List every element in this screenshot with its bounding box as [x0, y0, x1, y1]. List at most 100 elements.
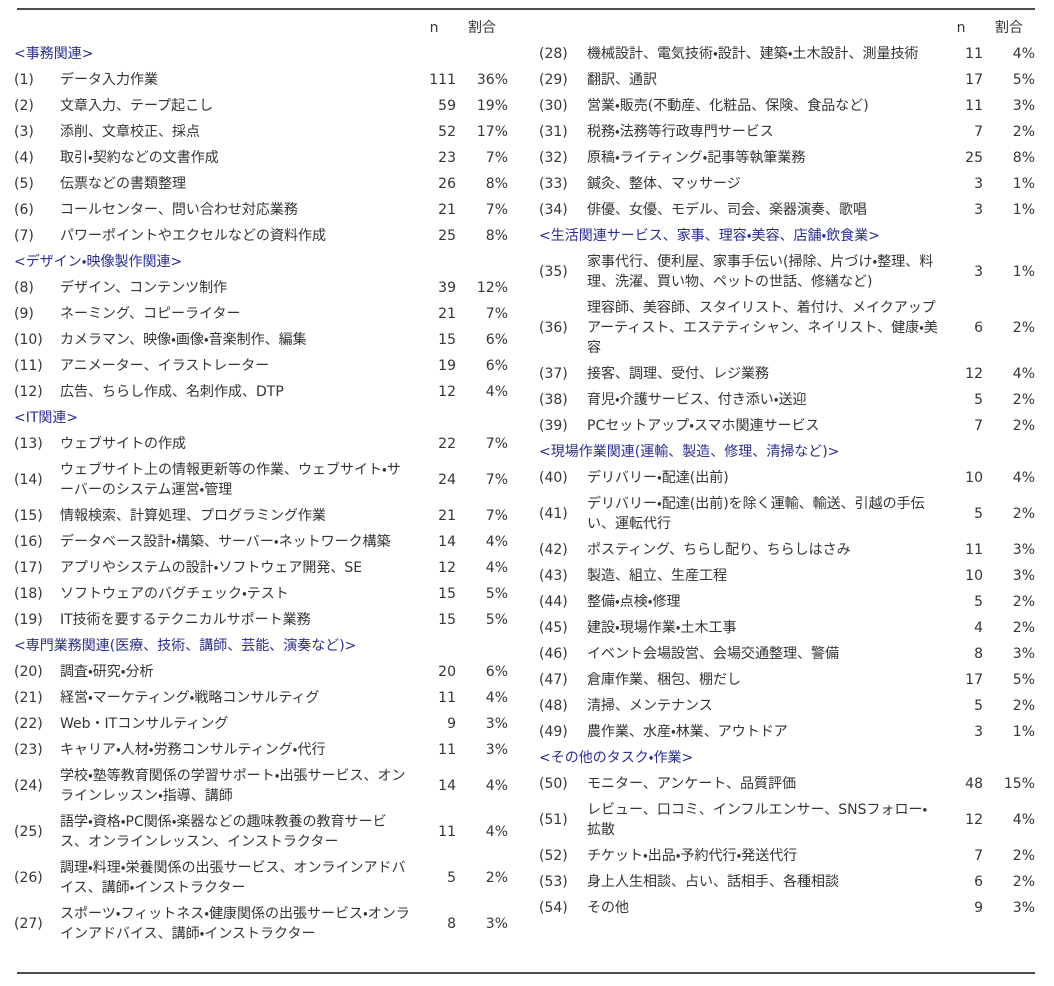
- table-row: (53) 身上人生相談、占い、話相手、各種相談 6 2%: [539, 869, 1037, 895]
- item-label: デリバリー・配達(出前): [587, 470, 729, 486]
- item-number: (9): [14, 306, 34, 322]
- item-label: キャリア・人材・労務コンサルティング・代行: [60, 742, 326, 758]
- item-n-value: 17: [965, 72, 983, 88]
- table-row: (30) 営業・販売(不動産、化粧品、保険、食品など) 11 3%: [539, 93, 1037, 119]
- item-ratio-value: 3%: [1012, 568, 1035, 584]
- item-label: 営業・販売(不動産、化粧品、保険、食品など): [587, 98, 869, 114]
- table-row: (40) デリバリー・配達(出前) 10 4%: [539, 465, 1037, 491]
- table-row: (23) キャリア・人材・労務コンサルティング・代行 11 3%: [14, 737, 512, 763]
- item-n-value: 6: [974, 320, 983, 336]
- item-ratio-value: 7%: [485, 472, 508, 488]
- table-row: (14) ウェブサイト上の情報更新等の作業、ウェブサイト・サーバーのシステム運営・…: [14, 457, 512, 503]
- table-row: (34) 俳優、女優、モデル、司会、楽器演奏、歌唱 3 1%: [539, 197, 1037, 223]
- item-number: (37): [539, 366, 568, 382]
- section-heading: <デザイン・映像製作関連>: [14, 254, 183, 270]
- item-label: レビュー、口コミ、インフルエンサー、SNSフォロー・拡散: [587, 802, 928, 838]
- item-ratio-value: 7%: [485, 508, 508, 524]
- item-ratio-value: 4%: [1012, 366, 1035, 382]
- item-number: (31): [539, 124, 568, 140]
- item-label: 鍼灸、整体、マッサージ: [587, 176, 741, 192]
- table-row: (5) 伝票などの書類整理 26 8%: [14, 171, 512, 197]
- item-label: 整備・点検・修理: [587, 594, 681, 610]
- item-n-value: 10: [965, 568, 983, 584]
- section-heading: <その他のタスク・作業>: [539, 750, 694, 766]
- table-row: (45) 建設・現場作業・土木工事 4 2%: [539, 615, 1037, 641]
- item-n-value: 10: [965, 470, 983, 486]
- item-number: (4): [14, 150, 34, 166]
- item-label: 税務・法務等行政専門サービス: [587, 124, 774, 140]
- item-label: 情報検索、計算処理、プログラミング作業: [60, 508, 326, 524]
- table-row: (13) ウェブサイトの作成 22 7%: [14, 431, 512, 457]
- item-n-value: 3: [974, 724, 983, 740]
- item-ratio-value: 15%: [1003, 776, 1035, 792]
- item-ratio-value: 12%: [476, 280, 508, 296]
- table-row: (36) 理容師、美容師、スタイリスト、着付け、メイクアップアーティスト、エステテ…: [539, 295, 1037, 361]
- item-ratio-value: 2%: [1012, 594, 1035, 610]
- item-label: 製造、組立、生産工程: [587, 568, 727, 584]
- item-n-value: 21: [438, 508, 456, 524]
- item-ratio-value: 8%: [485, 176, 508, 192]
- item-number: (48): [539, 698, 568, 714]
- table-row: (37) 接客、調理、受付、レジ業務 12 4%: [539, 361, 1037, 387]
- item-label: 広告、ちらし作成、名刺作成、DTP: [60, 384, 284, 400]
- item-ratio-value: 6%: [485, 332, 508, 348]
- item-label: デザイン、コンテンツ制作: [60, 280, 228, 296]
- item-number: (52): [539, 848, 568, 864]
- item-n-value: 5: [974, 594, 983, 610]
- item-number: (51): [539, 812, 568, 828]
- table-row: (18) ソフトウェアのバグチェック・テスト 15 5%: [14, 581, 512, 607]
- item-number: (45): [539, 620, 568, 636]
- table-row: (15) 情報検索、計算処理、プログラミング作業 21 7%: [14, 503, 512, 529]
- section-heading: <生活関連サービス、家事、理容・美容、店舗・飲食業>: [539, 228, 880, 244]
- item-n-value: 11: [438, 690, 456, 706]
- item-n-value: 8: [974, 646, 983, 662]
- item-ratio-value: 6%: [485, 358, 508, 374]
- item-ratio-value: 2%: [1012, 392, 1035, 408]
- item-number: (42): [539, 542, 568, 558]
- item-ratio-value: 4%: [1012, 812, 1035, 828]
- item-number: (54): [539, 900, 568, 916]
- item-number: (5): [14, 176, 34, 192]
- item-label: IT技術を要するテクニカルサポート業務: [60, 612, 311, 628]
- item-n-value: 17: [965, 672, 983, 688]
- item-n-value: 11: [965, 46, 983, 62]
- item-ratio-value: 7%: [485, 150, 508, 166]
- item-ratio-value: 7%: [485, 202, 508, 218]
- item-ratio-value: 1%: [1012, 264, 1035, 280]
- table-row: (3) 添削、文章校正、採点 52 17%: [14, 119, 512, 145]
- item-ratio-value: 2%: [1012, 320, 1035, 336]
- item-n-value: 11: [438, 824, 456, 840]
- item-number: (29): [539, 72, 568, 88]
- item-ratio-value: 4%: [1012, 470, 1035, 486]
- item-ratio-value: 17%: [476, 124, 508, 140]
- item-number: (43): [539, 568, 568, 584]
- table-row: (28) 機械設計、電気技術・設計、建築・土木設計、測量技術 11 4%: [539, 41, 1037, 67]
- table-row: (52) チケット・出品・予約代行・発送代行 7 2%: [539, 843, 1037, 869]
- item-ratio-value: 3%: [485, 742, 508, 758]
- item-ratio-value: 8%: [1012, 150, 1035, 166]
- item-n-value: 7: [974, 848, 983, 864]
- column-header-ratio: 割合: [468, 20, 496, 36]
- item-number: (35): [539, 264, 568, 280]
- item-label: ウェブサイト上の情報更新等の作業、ウェブサイト・サーバーのシステム運営・管理: [60, 462, 401, 498]
- section-heading: <事務関連>: [14, 46, 94, 62]
- item-ratio-value: 2%: [1012, 620, 1035, 636]
- item-label: 理容師、美容師、スタイリスト、着付け、メイクアップアーティスト、エステティシャン…: [587, 300, 938, 356]
- item-n-value: 12: [965, 812, 983, 828]
- item-n-value: 9: [974, 900, 983, 916]
- item-ratio-value: 4%: [485, 560, 508, 576]
- item-n-value: 11: [965, 98, 983, 114]
- item-label: 学校・塾等教育関係の学習サポート・出張サービス、オンラインレッスン・指導、講師: [60, 768, 406, 804]
- item-n-value: 5: [974, 392, 983, 408]
- table-row: (33) 鍼灸、整体、マッサージ 3 1%: [539, 171, 1037, 197]
- item-number: (1): [14, 72, 34, 88]
- item-n-value: 14: [438, 778, 456, 794]
- item-label: 建設・現場作業・土木工事: [587, 620, 737, 636]
- item-ratio-value: 2%: [1012, 124, 1035, 140]
- item-ratio-value: 3%: [1012, 542, 1035, 558]
- table-row: (2) 文章入力、テープ起こし 59 19%: [14, 93, 512, 119]
- item-n-value: 26: [438, 176, 456, 192]
- item-ratio-value: 3%: [485, 716, 508, 732]
- column-header-n: n: [956, 20, 966, 36]
